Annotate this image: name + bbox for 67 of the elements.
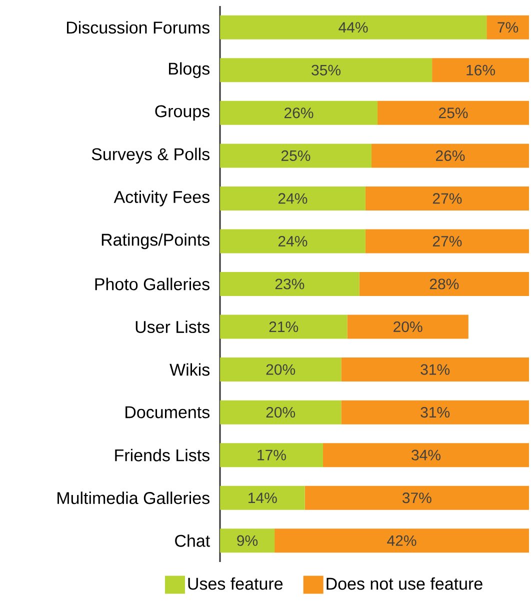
bar — [220, 528, 275, 553]
legend-label: Uses feature — [188, 577, 283, 590]
bar — [220, 272, 360, 296]
y-tick-label: Photo Galleries — [95, 278, 210, 290]
data-label: 9% — [237, 535, 258, 546]
bar — [220, 443, 323, 468]
data-label: 27% — [432, 236, 462, 247]
data-label: 17% — [258, 450, 286, 460]
data-label: 26% — [436, 150, 465, 161]
bar — [347, 314, 468, 339]
y-tick-label: Discussion Forums — [66, 21, 210, 34]
y-tick-label: Ratings/Points — [102, 233, 210, 250]
data-label: 31% — [420, 407, 450, 418]
data-label: 25% — [439, 108, 468, 118]
data-label: 37% — [402, 492, 432, 504]
data-label: 35% — [312, 64, 340, 76]
bar — [341, 400, 530, 424]
data-label: 24% — [278, 236, 308, 247]
bar — [432, 58, 530, 82]
data-label: 20% — [394, 321, 422, 332]
y-tick-label: User Lists — [136, 320, 210, 334]
data-label: 34% — [412, 450, 440, 460]
bar — [220, 229, 366, 254]
y-tick-label: Blogs — [169, 62, 210, 78]
y-tick-label: Surveys & Polls — [92, 148, 210, 164]
data-label: 31% — [420, 364, 450, 375]
bar — [220, 100, 378, 125]
bar — [323, 443, 530, 468]
data-label: 14% — [248, 492, 277, 504]
data-label: 25% — [281, 150, 310, 161]
data-label: 16% — [466, 64, 495, 76]
data-label: 7% — [498, 22, 518, 33]
bar — [220, 186, 366, 210]
bar — [304, 486, 530, 510]
bar — [220, 358, 342, 382]
y-tick-label: Friends Lists — [115, 448, 210, 462]
bar — [220, 58, 432, 82]
legend-label: Does not use feature — [326, 577, 482, 590]
bar — [341, 358, 530, 382]
data-label: 42% — [387, 535, 416, 546]
bar — [220, 15, 487, 40]
y-tick-label: Chat — [175, 534, 210, 547]
data-label: 20% — [266, 364, 296, 375]
data-label: 24% — [278, 193, 308, 204]
bar — [371, 144, 530, 168]
bar — [220, 314, 348, 339]
y-tick-label: Multimedia Galleries — [58, 492, 210, 504]
y-tick-label: Wikis — [170, 363, 210, 376]
bar — [365, 186, 530, 210]
bar — [274, 528, 530, 553]
y-tick-label: Documents — [126, 406, 210, 418]
data-label: 26% — [284, 108, 314, 118]
data-label: 20% — [266, 407, 296, 418]
data-label: 44% — [338, 22, 368, 33]
bar — [365, 229, 530, 254]
bar — [220, 486, 305, 510]
bar — [220, 400, 342, 424]
bar — [486, 15, 530, 40]
y-tick-label: Groups — [155, 105, 210, 121]
y-tick-label: Activity Fees — [114, 190, 210, 206]
bar — [378, 100, 530, 125]
data-label: 27% — [432, 193, 462, 204]
data-label: 23% — [275, 278, 304, 290]
bar — [220, 144, 372, 168]
bar — [359, 272, 530, 296]
data-label: 28% — [430, 278, 459, 290]
data-label: 21% — [269, 321, 298, 332]
